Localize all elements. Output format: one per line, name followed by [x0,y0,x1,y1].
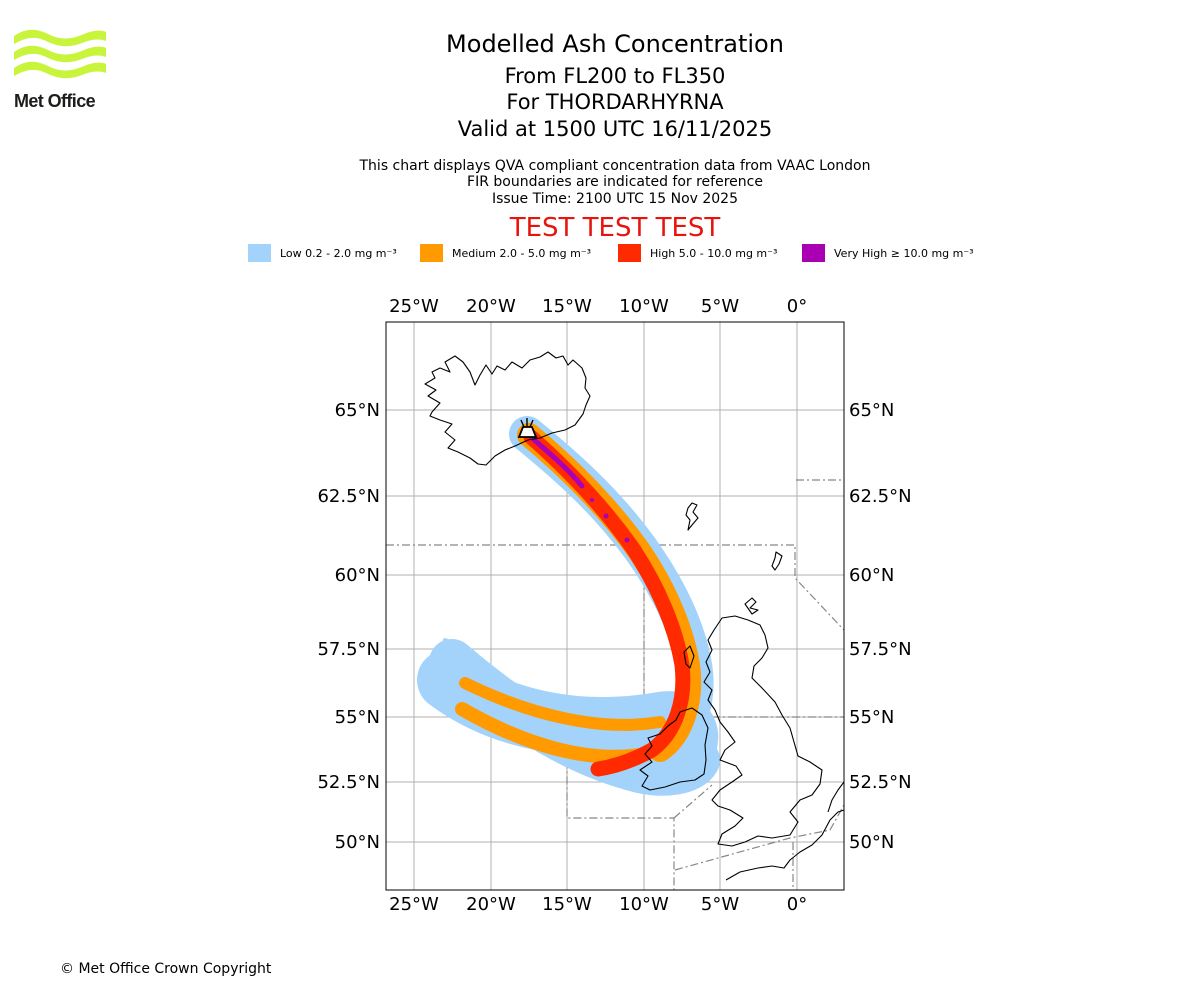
coastline-shetland [771,551,783,571]
logo-wave-icon [14,29,106,47]
chart-title: Modelled Ash Concentration [446,30,784,58]
fir-note: FIR boundaries are indicated for referen… [467,174,763,190]
volcano-name: For THORDARHYRNA [506,90,724,114]
lon-label: 25°W [389,296,439,317]
legend-item-high: High 5.0 - 10.0 mg m⁻³ [618,244,777,262]
logo-wave-icon [14,61,106,79]
met-office-logo [14,29,106,79]
lon-label: 5°W [701,296,739,317]
lat-label: 60°N [849,565,894,586]
fir-boundary [566,545,675,890]
lat-label: 62.5°N [849,486,912,507]
legend-swatch-low [248,244,271,262]
test-banner: TEST TEST TEST [509,213,721,243]
map-background [386,322,844,890]
ash-plume [417,416,720,796]
lat-label: 55°N [849,707,894,728]
legend-swatch-medium [420,244,443,262]
coastline-orkney [744,597,759,615]
lat-label: 50°N [335,832,380,853]
legend-label-very-high: Very High ≥ 10.0 mg m⁻³ [834,246,974,260]
lat-labels-left: 65°N 62.5°N 60°N 57.5°N 55°N 52.5°N 50°N [317,400,380,853]
coastline-great-britain [703,615,823,847]
lon-label: 10°W [619,296,669,317]
coastline-faroes [685,502,699,531]
lon-label: 15°W [542,296,592,317]
fir-boundary [386,544,844,631]
lat-label: 52.5°N [849,772,912,793]
lon-labels-top: 25°W 20°W 15°W 10°W 5°W 0° [389,296,807,317]
legend-item-low: Low 0.2 - 2.0 mg m⁻³ [248,244,397,262]
coastlines [424,351,844,881]
ash-very-high-spot [624,537,630,543]
lon-label: 25°W [389,894,439,915]
data-note: This chart displays QVA compliant concen… [359,158,871,174]
lon-label: 0° [787,296,807,317]
lat-label: 52.5°N [317,772,380,793]
ash-medium-layer [459,677,666,731]
lon-label: 10°W [619,894,669,915]
coastline-europe-north [827,781,844,813]
coastline-france [725,809,844,881]
lat-label: 55°N [335,707,380,728]
legend-swatch-very-high [802,244,825,262]
lat-label: 65°N [849,400,894,421]
coastline-iceland [424,351,591,466]
ash-very-high-spot [603,513,609,519]
legend-label-low: Low 0.2 - 2.0 mg m⁻³ [280,246,397,260]
copyright-notice: © Met Office Crown Copyright [60,961,272,977]
ash-high-layer [523,429,691,777]
ash-very-high-spot [590,498,594,502]
volcano-plume-icon [520,418,534,428]
lat-label: 60°N [335,565,380,586]
lon-label: 15°W [542,894,592,915]
coastline-hebrides [683,645,695,669]
lat-labels-right: 65°N 62.5°N 60°N 57.5°N 55°N 52.5°N 50°N [849,400,912,853]
issue-time: Issue Time: 2100 UTC 15 Nov 2025 [491,191,739,207]
lon-label: 5°W [701,894,739,915]
legend-label-high: High 5.0 - 10.0 mg m⁻³ [650,246,778,260]
ash-low-blob [432,638,472,692]
legend-item-medium: Medium 2.0 - 5.0 mg m⁻³ [420,244,591,262]
map-frame [385,321,845,891]
volcano-marker [517,418,538,438]
ash-very-high-layer [529,435,585,489]
lat-label: 65°N [335,400,380,421]
lon-label: 20°W [466,894,516,915]
lat-label: 62.5°N [317,486,380,507]
valid-time: Valid at 1500 UTC 16/11/2025 [457,117,773,141]
logo-wave-icon [14,45,106,63]
lat-label: 57.5°N [849,639,912,660]
lon-labels-bottom: 25°W 20°W 15°W 10°W 5°W 0° [389,894,807,915]
coastline-ireland [639,707,709,791]
lon-label: 0° [787,894,807,915]
legend-label-medium: Medium 2.0 - 5.0 mg m⁻³ [452,246,592,260]
met-office-logo-text: Met Office [14,91,96,111]
fir-boundaries [386,479,844,890]
volcano-icon [517,426,538,438]
lat-label: 50°N [849,832,894,853]
legend-item-very-high: Very High ≥ 10.0 mg m⁻³ [802,244,974,262]
lat-label: 57.5°N [317,639,380,660]
lon-label: 20°W [466,296,516,317]
fir-boundary [674,804,844,871]
flight-level-range: From FL200 to FL350 [504,64,726,88]
legend-swatch-high [618,244,641,262]
